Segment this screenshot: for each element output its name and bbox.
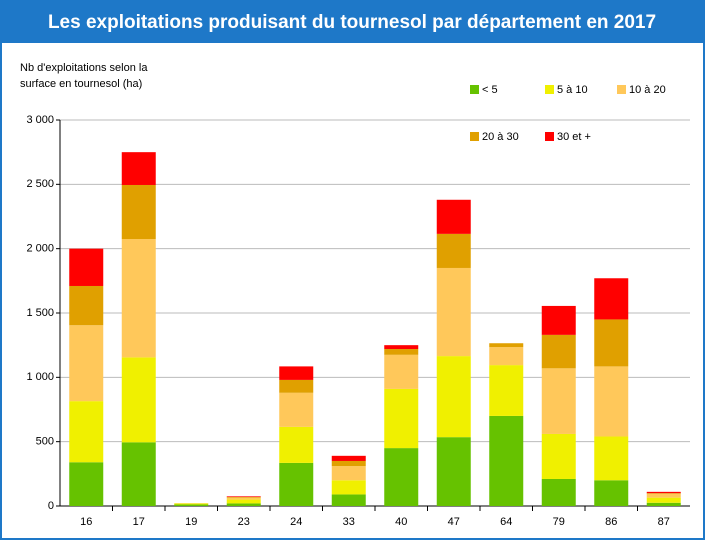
bar-segment — [489, 343, 524, 348]
bar-segment — [384, 388, 419, 449]
bar-segment — [121, 152, 156, 185]
bar-segment — [69, 325, 104, 402]
bar-segment — [646, 497, 681, 503]
bar-segment — [279, 379, 314, 393]
bar-segment — [121, 357, 156, 443]
bar-segment — [331, 455, 366, 461]
legend-label: 30 et + — [557, 131, 591, 143]
bar-segment — [121, 442, 156, 506]
chart-title: Les exploitations produisant du tourneso… — [48, 12, 656, 33]
bar-segment — [384, 448, 419, 506]
bar-segment — [331, 480, 366, 495]
y-tick-label: 2 000 — [26, 243, 54, 255]
bar-segment — [436, 233, 471, 268]
bar-segment — [541, 478, 576, 506]
x-tick-label: 40 — [395, 516, 407, 528]
y-tick-label: 0 — [48, 500, 54, 512]
x-tick-label: 24 — [290, 516, 302, 528]
x-tick-label: 23 — [238, 516, 250, 528]
bar-segment — [594, 278, 629, 320]
bar-segment — [646, 502, 681, 506]
bar-segment — [331, 466, 366, 481]
legend-label: < 5 — [482, 84, 498, 96]
legend-swatch — [545, 85, 554, 94]
bar-segment — [436, 267, 471, 357]
bar-segment — [69, 285, 104, 326]
bar-segment — [541, 433, 576, 479]
bar-segment — [436, 199, 471, 234]
bar-segment — [279, 392, 314, 427]
legend-swatch — [617, 85, 626, 94]
bar-segment — [226, 499, 261, 504]
y-tick-label: 500 — [36, 436, 54, 448]
bar-segment — [594, 480, 629, 506]
y-axis-label: surface en tournesol (ha) — [20, 78, 142, 90]
x-tick-label: 64 — [500, 516, 512, 528]
bar-segment — [594, 319, 629, 367]
x-tick-label: 19 — [185, 516, 197, 528]
bar-segment — [489, 415, 524, 506]
bar-segment — [384, 349, 419, 355]
bar-segment — [226, 497, 261, 500]
x-tick-label: 79 — [553, 516, 565, 528]
bar-segment — [69, 401, 104, 463]
legend-label: 5 à 10 — [557, 84, 588, 96]
bar-segment — [331, 460, 366, 467]
bar-segment — [121, 184, 156, 240]
bar-segment — [279, 462, 314, 506]
bar-segment — [226, 496, 261, 498]
y-tick-label: 3 000 — [26, 114, 54, 126]
y-tick-label: 1 500 — [26, 307, 54, 319]
bar-segment — [174, 503, 209, 505]
bar-segment — [594, 366, 629, 437]
x-tick-label: 87 — [658, 516, 670, 528]
x-tick-label: 86 — [605, 516, 617, 528]
bar-segment — [384, 345, 419, 350]
bar-segment — [541, 334, 576, 369]
bar-segment — [226, 503, 261, 506]
y-tick-label: 1 000 — [26, 371, 54, 383]
bar-segment — [541, 305, 576, 335]
x-tick-label: 33 — [343, 516, 355, 528]
bar-segment — [541, 368, 576, 434]
bar-segment — [436, 356, 471, 438]
title-bar — [1, 1, 704, 43]
bar-segment — [279, 366, 314, 380]
bar-segment — [121, 239, 156, 358]
bar-segment — [436, 437, 471, 506]
bar-segment — [489, 347, 524, 366]
bar-segment — [489, 365, 524, 416]
bar-segment — [594, 436, 629, 481]
bar-segment — [69, 248, 104, 286]
y-axis-label: Nb d'exploitations selon la — [20, 62, 148, 74]
legend-label: 10 à 20 — [629, 84, 666, 96]
legend-swatch — [470, 132, 479, 141]
x-tick-label: 16 — [80, 516, 92, 528]
bar-segment — [279, 426, 314, 463]
x-tick-label: 47 — [448, 516, 460, 528]
bar-segment — [646, 493, 681, 498]
bar-segment — [384, 354, 419, 389]
legend-swatch — [470, 85, 479, 94]
y-tick-label: 2 500 — [26, 178, 54, 190]
x-tick-label: 17 — [133, 516, 145, 528]
bar-segment — [69, 462, 104, 506]
bar-segment — [646, 493, 681, 494]
bar-segment — [174, 504, 209, 506]
bar-segment — [331, 494, 366, 506]
legend-swatch — [545, 132, 554, 141]
legend-label: 20 à 30 — [482, 131, 519, 143]
bar-segment — [226, 496, 261, 497]
bar-segment — [646, 491, 681, 494]
